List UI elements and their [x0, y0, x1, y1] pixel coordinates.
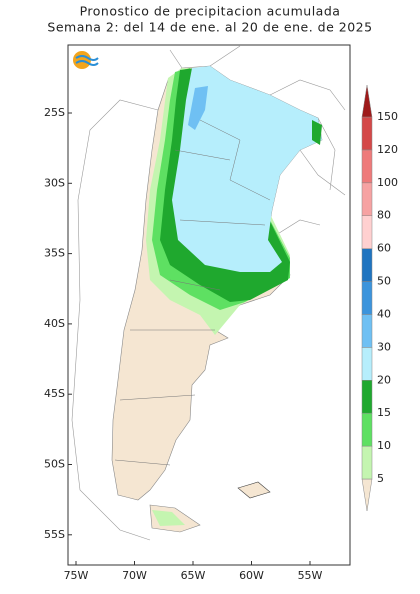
province-borders: [114, 119, 271, 466]
lat-label: 35S: [44, 247, 65, 260]
legend-label: 10: [377, 439, 391, 452]
legend-swatch: [361, 314, 373, 348]
lon-label: 70W: [122, 569, 147, 582]
neighbor-borders: [71, 45, 346, 541]
logo: [73, 51, 99, 69]
lon-label: 65W: [181, 569, 206, 582]
legend-label: 30: [377, 340, 391, 353]
lat-label: 40S: [44, 317, 65, 330]
band-20-30: [172, 66, 322, 272]
logo-waves: [75, 55, 99, 66]
legend-label: 100: [377, 176, 398, 189]
legend: 5 10 15 20 30 40 50 60 80 100 120 150: [361, 84, 398, 512]
legend-label: 15: [377, 406, 391, 419]
legend-swatch: [361, 281, 373, 315]
lat-label: 25S: [44, 106, 65, 119]
falkland-islands: [237, 481, 271, 499]
precip-fields: [111, 65, 323, 533]
lat-label: 30S: [44, 176, 65, 189]
title-line: Pronostico de precipitacion acumulada: [80, 4, 341, 19]
legend-label: 20: [377, 373, 391, 386]
legend-swatch: [361, 149, 373, 184]
title-line: Semana 2: del 14 de ene. al 20 de ene. d…: [47, 20, 372, 35]
legend-swatch: [361, 445, 373, 480]
lat-label: 55S: [44, 528, 65, 541]
legend-label: 5: [377, 472, 384, 485]
lat-label: 50S: [44, 458, 65, 471]
legend-label: 120: [377, 143, 398, 156]
legend-swatch: [361, 116, 373, 151]
legend-label: 40: [377, 307, 391, 320]
lon-label: 75W: [64, 569, 89, 582]
lon-label: 55W: [298, 569, 323, 582]
legend-swatch: [361, 248, 373, 282]
legend-swatch: [361, 380, 373, 414]
legend-swatch: [361, 412, 373, 447]
band-30-40: [188, 86, 208, 130]
legend-swatch: [361, 347, 373, 381]
legend-over: [361, 84, 373, 118]
band-5-10: [152, 510, 185, 526]
legend-label: 60: [377, 242, 391, 255]
legend-label: 80: [377, 209, 391, 222]
lon-label: 60W: [239, 569, 264, 582]
legend-label: 150: [377, 110, 398, 123]
band-15-20: [312, 120, 322, 145]
legend-swatch: [361, 215, 373, 249]
legend-swatch: [361, 182, 373, 216]
lat-label: 45S: [44, 387, 65, 400]
axes: 25S 30S 35S 40S 45S 50S 55S 75W 70W 65W 60W 55W: [44, 106, 323, 582]
border-lines: [71, 45, 346, 541]
titles: Pronostico de precipitacion acumuladaSem…: [47, 4, 372, 35]
legend-label: 50: [377, 275, 391, 288]
